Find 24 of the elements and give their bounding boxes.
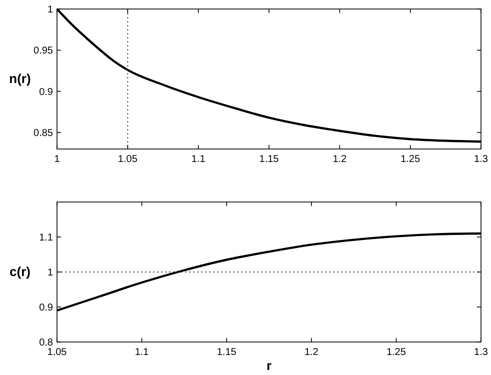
x-tick-label: 1.05 [47,347,68,358]
y-tick-label: 1 [47,268,54,278]
y-tick-label: 0.9 [39,302,54,314]
y-tick-label: 1 [47,4,54,16]
y-tick-label: 0.85 [34,128,54,140]
x-tick-label: 1.1 [134,347,150,358]
y-axis-title: n(r) [9,71,31,86]
x-tick-label: 1 [54,154,60,165]
y-tick-label: 1.1 [39,232,54,244]
x-tick-label: 1.15 [259,154,280,165]
x-tick-label: 1.25 [400,154,420,165]
x-tick-label: 1.3 [474,347,488,358]
x-tick-label: 1.2 [332,154,348,165]
x-axis-title: r [266,358,272,373]
x-tick-label: 1.3 [474,154,488,165]
x-tick-label: 1.05 [118,154,138,165]
x-tick-label: 1.1 [191,154,206,165]
y-tick-label: 0.95 [34,46,54,57]
y-tick-label: 0.8 [39,338,54,348]
x-tick-label: 1.2 [304,347,319,358]
y-tick-label: 0.9 [39,86,54,98]
x-tick-label: 1.25 [386,347,406,358]
y-axis-title: c(r) [10,264,30,279]
x-tick-label: 1.15 [216,347,237,358]
